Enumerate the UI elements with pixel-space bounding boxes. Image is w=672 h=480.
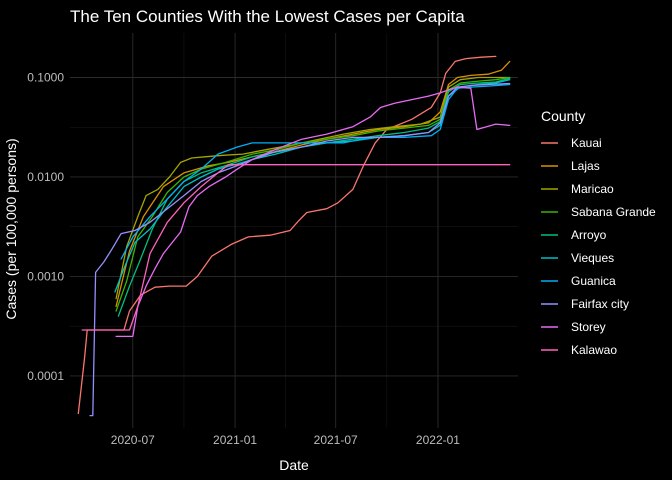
legend-label-arroyo: Arroyo <box>571 228 607 242</box>
y-axis-title: Cases (per 100,000 persons) <box>3 138 19 319</box>
axis-ticks: 0.0001 0.0010 0.0100 0.1000 2020-07 2021-01 20… <box>27 70 460 447</box>
series-line-kauai <box>77 55 497 415</box>
legend-label-fairfax-city: Fairfax city <box>571 297 629 311</box>
x-tick-label: 2021-07 <box>314 433 358 447</box>
series-lines <box>77 55 511 417</box>
y-tick-label: 0.0010 <box>27 269 64 283</box>
series-line-guanica <box>120 83 511 260</box>
legend-label-kauai: Kauai <box>571 136 602 150</box>
legend-label-kalawao: Kalawao <box>571 343 617 357</box>
x-tick-label: 2020-07 <box>111 433 155 447</box>
series-line-storey <box>115 86 511 338</box>
legend-label-vieques: Vieques <box>571 251 614 265</box>
legend-title: County <box>541 108 585 124</box>
series-line-lajas <box>115 60 511 308</box>
y-tick-label: 0.0001 <box>27 369 64 383</box>
legend-label-maricao: Maricao <box>571 182 614 196</box>
legend-label-storey: Storey <box>571 320 606 334</box>
chart-title: The Ten Counties With the Lowest Cases p… <box>70 7 465 26</box>
legend: Kauai Lajas Maricao Sabana Grande Arroyo Vieq… <box>541 136 656 357</box>
y-tick-label: 0.1000 <box>27 70 64 84</box>
series-line-kalawao <box>81 164 511 331</box>
legend-label-sabana-grande: Sabana Grande <box>571 205 656 219</box>
legend-label-guanica: Guanica <box>571 274 616 288</box>
x-tick-label: 2022-01 <box>416 433 460 447</box>
y-tick-label: 0.0100 <box>27 170 64 184</box>
legend-label-lajas: Lajas <box>571 159 600 173</box>
x-tick-label: 2021-01 <box>213 433 257 447</box>
x-axis-title: Date <box>279 457 309 473</box>
series-line-sabana-grande <box>115 76 511 312</box>
